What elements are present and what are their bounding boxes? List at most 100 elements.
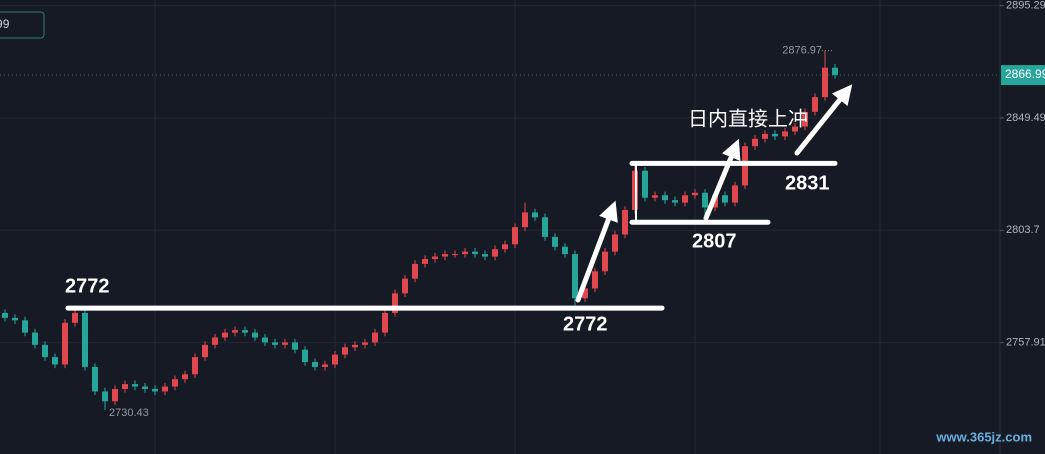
arrow [794, 84, 853, 156]
y-tick-label: 2849.49 [1006, 112, 1045, 124]
grid [0, 5, 1000, 344]
candle-body [162, 386, 168, 392]
arrow [703, 138, 741, 221]
last-price-left: 2866.99 [0, 17, 10, 31]
candle-body [52, 357, 58, 365]
candle-body [322, 364, 328, 367]
candle-body [412, 263, 418, 279]
candle-body [772, 133, 778, 137]
candle-body [562, 246, 568, 255]
candle-body [642, 170, 648, 198]
candle-body [402, 278, 408, 294]
candle-body [32, 332, 38, 345]
candle-body [752, 138, 758, 147]
candle-body [302, 349, 308, 363]
y-axis: 2895.29 2849.49 2803.7 2757.91 [1000, 0, 1045, 349]
candle-body [132, 384, 138, 387]
candle-body [422, 259, 428, 264]
candle-body [582, 288, 588, 299]
candle-body [362, 342, 368, 345]
level-label: 2772 [65, 275, 110, 297]
candle-body [372, 332, 378, 343]
candle-body [432, 256, 438, 260]
candle-body [122, 384, 128, 390]
note: 日内直接上冲 [688, 107, 808, 131]
candle-body [182, 374, 188, 380]
candle-body [672, 200, 678, 203]
candle-body [462, 251, 468, 255]
candle-body [332, 354, 338, 365]
candle-body [92, 366, 98, 392]
candle-body [662, 195, 668, 201]
candle-body [192, 357, 198, 375]
candle-body [42, 344, 48, 358]
candle-body [802, 111, 808, 127]
level-label: 2831 [785, 172, 830, 194]
candle-body [262, 337, 268, 343]
candle-body [542, 217, 548, 237]
candle-body [252, 332, 258, 338]
candle-body [832, 67, 838, 76]
last-price-label: 2866.99 [1005, 67, 1045, 81]
candle-body [382, 312, 388, 333]
candle-body [82, 312, 88, 367]
candle-body [722, 195, 728, 203]
candle-body [202, 344, 208, 358]
candle-body [782, 131, 788, 137]
candle-body [472, 251, 478, 255]
candle-body [692, 192, 698, 196]
candle-body [242, 330, 248, 333]
candle-body [732, 185, 738, 203]
candle-body [312, 362, 318, 367]
candle-body [822, 67, 828, 98]
level-label: 2772 [563, 313, 608, 335]
candle-body [22, 320, 28, 333]
candle-body [172, 379, 178, 387]
arrows [575, 84, 853, 303]
low-label: 2730.43 [109, 407, 149, 419]
arrow [575, 200, 618, 303]
candle-body [452, 254, 458, 256]
candle-body [222, 332, 228, 338]
candle-body [232, 330, 238, 333]
candle-body [572, 254, 578, 299]
last-price-box-left: 2866.99 [0, 11, 45, 39]
candle-body [442, 254, 448, 257]
candle-body [592, 271, 598, 289]
candle-body [522, 212, 528, 228]
candle-body [532, 212, 538, 218]
candle-body [212, 337, 218, 345]
candle-body [2, 312, 8, 318]
candle-body [102, 391, 108, 402]
annotations: 2772 2772 2807 2831 日内直接上冲 [65, 107, 838, 335]
candle-body [812, 97, 818, 112]
high-label: 2876.97 [782, 45, 822, 57]
candle-body [142, 386, 148, 390]
candle-body [62, 322, 68, 365]
watermark: www.365jz.com [935, 429, 1032, 444]
y-tick-label: 2803.7 [1006, 224, 1040, 236]
candle-body [612, 234, 618, 252]
candle-body [502, 244, 508, 250]
y-tick-label: 2895.29 [1006, 0, 1045, 12]
candle-body [352, 344, 358, 348]
candle-body [652, 195, 658, 198]
candle-body [602, 251, 608, 272]
candle-body [152, 389, 158, 392]
candle-body [622, 209, 628, 235]
candle-body [702, 192, 708, 208]
candle-body [512, 227, 518, 245]
candle-body [682, 195, 688, 203]
candle-body [792, 126, 798, 132]
last-price-tag [1001, 65, 1045, 86]
candle-body [72, 312, 78, 323]
candle-body [492, 249, 498, 257]
candle-body [282, 342, 288, 345]
candle-body [342, 347, 348, 355]
candle-body [762, 133, 768, 139]
candle-body [292, 342, 298, 350]
candle-body [12, 317, 18, 321]
level-label: 2807 [692, 230, 737, 252]
candle-body [552, 236, 558, 247]
